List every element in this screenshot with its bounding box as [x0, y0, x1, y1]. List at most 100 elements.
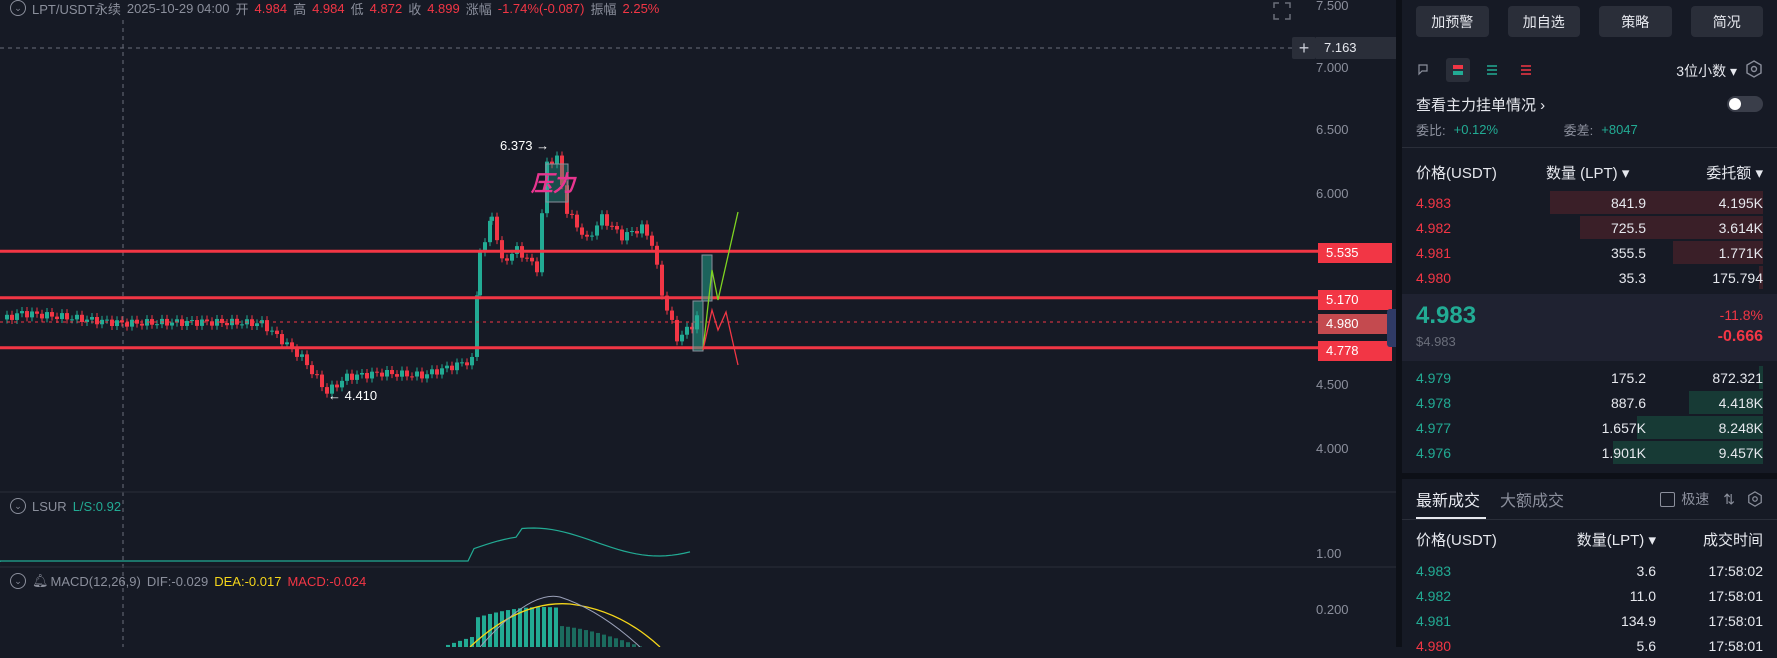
mainforce-row[interactable]: 查看主力挂单情况 › — [1402, 91, 1777, 117]
level-tag-4778: 4.778 — [1318, 341, 1392, 361]
lsur-value: L/S:0.92 — [72, 498, 122, 514]
candle-body — [105, 319, 109, 321]
candle-body — [235, 318, 239, 325]
candle-body — [35, 311, 39, 314]
sort-icon[interactable]: ⇅ — [1723, 490, 1735, 507]
fast-checkbox[interactable] — [1660, 491, 1676, 507]
crosshair-plus-icon[interactable]: + — [1292, 37, 1316, 59]
qty-header[interactable]: 数量 (LPT) ▾ — [1546, 164, 1630, 182]
strategy-button[interactable]: 策略 — [1599, 6, 1672, 37]
macd-bar — [554, 607, 558, 647]
tab-large-trades[interactable]: 大额成交 — [1500, 493, 1565, 510]
open-label: 开 — [235, 1, 249, 17]
candle-body — [410, 376, 414, 378]
last-price-block: 4.983 $4.983 -11.8% -0.666 — [1402, 294, 1777, 361]
change-label: 涨幅 — [465, 1, 492, 17]
candle-body — [165, 318, 169, 326]
low-marker: ← 4.410 — [328, 388, 378, 403]
ask-row[interactable]: 4.983 841.9 4.195K — [1402, 190, 1777, 215]
candle-body — [195, 320, 199, 326]
candle-body — [315, 374, 319, 376]
low-label: 低 — [350, 1, 364, 17]
add-alert-button[interactable]: 加预警 — [1416, 6, 1489, 37]
side-collapse-handle[interactable] — [1387, 309, 1396, 347]
bid-row[interactable]: 4.978 887.6 4.418K — [1402, 390, 1777, 415]
candle-body — [365, 372, 369, 379]
candle-body — [290, 342, 294, 349]
y-tick: 4.500 — [1316, 377, 1349, 392]
dea-value: DEA:-0.017 — [214, 573, 282, 589]
collapse-icon[interactable]: ⌄ — [10, 498, 26, 514]
bid-row[interactable]: 4.979 175.2 872.321 — [1402, 365, 1777, 390]
price-chart[interactable]: ⌄ LPT/USDT永续 2025-10-29 04:00 开 4.984 高 4.… — [0, 0, 1396, 647]
candle-body — [170, 322, 174, 326]
candle-body — [15, 313, 19, 320]
candle-body — [110, 319, 114, 327]
bid-amount: 9.457K — [1718, 444, 1763, 461]
tab-underline — [1416, 517, 1486, 519]
candle-body — [585, 234, 589, 237]
high-marker: 6.373 → — [500, 138, 550, 153]
candle-body — [190, 320, 194, 322]
candle-body — [255, 323, 259, 327]
tab-latest-trades[interactable]: 最新成交 — [1416, 493, 1481, 510]
chart-canvas[interactable] — [0, 0, 1396, 647]
ask-price: 4.980 — [1416, 269, 1452, 286]
candle-body — [355, 374, 359, 380]
ask-row[interactable]: 4.981 355.5 1.771K — [1402, 240, 1777, 265]
fast-label: 极速 — [1681, 491, 1710, 507]
bid-amount: 8.248K — [1718, 419, 1763, 436]
macd-bar — [464, 638, 468, 647]
candle-body — [665, 295, 669, 311]
amount-header[interactable]: 委托额 ▾ — [1706, 164, 1763, 182]
add-watchlist-button[interactable]: 加自选 — [1507, 6, 1580, 37]
ask-row[interactable]: 4.982 725.5 3.614K — [1402, 215, 1777, 240]
mainforce-link[interactable]: 查看主力挂单情况 › — [1416, 96, 1546, 114]
candle-body — [30, 311, 34, 318]
candle-body — [660, 264, 664, 296]
decimal-select[interactable]: 3位小数 ▾ — [1676, 63, 1737, 79]
candle-body — [60, 313, 64, 320]
fullscreen-icon[interactable] — [1272, 1, 1292, 21]
depth-view-icon[interactable] — [1412, 58, 1436, 82]
overview-button[interactable]: 简况 — [1690, 6, 1763, 37]
last-price-usd: $4.983 — [1416, 334, 1456, 349]
bid-row[interactable]: 4.977 1.657K 8.248K — [1402, 415, 1777, 440]
bid-price: 4.977 — [1416, 419, 1452, 436]
settings-icon[interactable] — [1745, 60, 1763, 78]
macd-bar — [560, 626, 564, 647]
collapse-icon[interactable]: ⌄ — [10, 573, 26, 589]
trade-time: 17:58:01 — [1708, 587, 1764, 604]
candle-body — [125, 322, 129, 327]
candle-body — [240, 324, 244, 326]
trade-time: 17:58:01 — [1708, 612, 1764, 629]
candle-body — [380, 372, 384, 377]
chart-legend: ⌄ LPT/USDT永续 2025-10-29 04:00 开 4.984 高 4.… — [10, 0, 659, 17]
candle-body — [545, 161, 549, 214]
settings-icon[interactable] — [1747, 491, 1763, 507]
y-tick: 7.000 — [1316, 60, 1349, 75]
candle-body — [95, 317, 99, 325]
level-tag-5170: 5.170 — [1318, 290, 1392, 310]
collapse-icon[interactable]: ⌄ — [10, 0, 26, 16]
candle-body — [325, 387, 329, 394]
ask-row[interactable]: 4.980 35.3 175.794 — [1402, 265, 1777, 290]
candle-body — [690, 326, 694, 330]
bear-projection — [702, 307, 739, 366]
bell-icon[interactable]: 🔔︎ — [32, 573, 49, 588]
bid-row[interactable]: 4.976 1.901K 9.457K — [1402, 440, 1777, 465]
candle-body — [90, 317, 94, 320]
candle-body — [680, 334, 684, 342]
bids-only-icon[interactable] — [1480, 58, 1504, 82]
candle-body — [155, 324, 159, 326]
macd-bar — [482, 615, 486, 647]
candle-body — [400, 370, 404, 377]
candle-body — [640, 224, 644, 234]
mainforce-toggle[interactable] — [1727, 96, 1763, 112]
change-percent: -11.8% — [1719, 307, 1763, 323]
both-sides-icon[interactable] — [1446, 58, 1470, 82]
ask-qty: 35.3 — [1618, 269, 1646, 286]
trade-qty-header[interactable]: 数量(LPT) ▾ — [1576, 531, 1656, 549]
asks-only-icon[interactable] — [1514, 58, 1538, 82]
bid-qty: 175.2 — [1610, 369, 1646, 386]
